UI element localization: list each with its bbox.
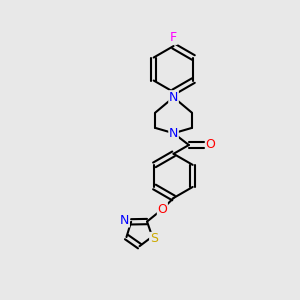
Text: N: N [169,91,178,104]
Text: O: O [158,203,167,216]
Text: F: F [170,31,177,44]
Text: N: N [169,127,178,140]
Text: N: N [120,214,129,227]
Text: S: S [150,232,158,245]
Text: O: O [206,139,216,152]
